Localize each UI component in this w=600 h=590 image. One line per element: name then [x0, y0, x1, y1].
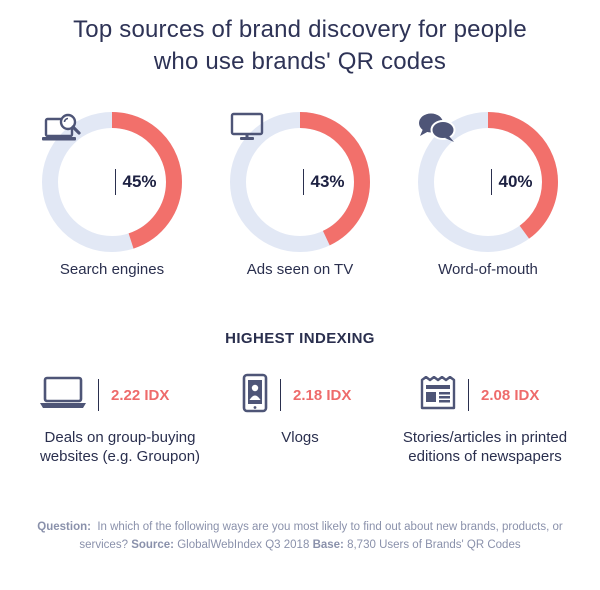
divider: [303, 169, 305, 195]
source-label: Source:: [131, 539, 175, 551]
base-label: Base:: [312, 539, 344, 551]
index-value-vlogs: 2.18 IDX: [293, 386, 352, 404]
donut-arc-word-of-mouth: [418, 112, 558, 252]
donut-arc-search-engines: [42, 112, 182, 252]
base-text: 8,730 Users of Brands' QR Codes: [347, 539, 521, 551]
divider: [98, 379, 99, 411]
highest-indexing-heading: HIGHEST INDEXING: [225, 330, 375, 347]
donut-svg: [418, 112, 558, 252]
donut-svg: [230, 112, 370, 252]
index-label-line-1: Stories/articles in printed: [402, 429, 568, 446]
category-label-ads-seen-on-tv: Ads seen on TV: [246, 261, 354, 278]
speech-bubbles-icon: [419, 113, 483, 202]
index-value-group-buying: 2.22 IDX: [111, 386, 170, 404]
divider: [280, 379, 281, 411]
footnote: Question: In which of the following ways…: [20, 518, 580, 554]
donut-word-of-mouth: 40%: [418, 112, 558, 252]
value-label-ads-seen-on-tv: 43%: [310, 172, 345, 191]
donut-ads-seen-on-tv: 43%: [230, 112, 370, 252]
laptop-icon: [40, 376, 86, 415]
tv-icon: [230, 112, 295, 202]
title-line-2: who use brands' QR codes: [153, 48, 447, 75]
donut-arc-ads-seen-on-tv: [230, 112, 370, 252]
chart-title: Top sources of brand discovery for peopl…: [0, 14, 600, 78]
donut-search-engines: 45%: [42, 112, 182, 252]
divider: [468, 379, 469, 411]
index-item-newspapers: 2.08 IDX: [420, 374, 539, 416]
index-label-line-2: websites (e.g. Groupon): [39, 448, 201, 465]
laptop-search-icon: [42, 113, 107, 202]
value-label-word-of-mouth: 40%: [498, 172, 533, 191]
index-item-vlogs: 2.18 IDX: [242, 373, 352, 418]
index-label-line-1: Deals on group-buying: [44, 429, 196, 446]
index-value-newspapers: 2.08 IDX: [481, 386, 540, 404]
index-label-vlogs: Vlogs: [210, 428, 390, 447]
question-text: In which of the following ways are you m…: [79, 521, 563, 551]
index-label-line-1: Vlogs: [281, 429, 319, 446]
question-label: Question:: [37, 521, 91, 533]
index-item-group-buying: 2.22 IDX: [40, 374, 169, 416]
source-text: GlobalWebIndex Q3 2018: [177, 539, 310, 551]
title-line-1: Top sources of brand discovery for peopl…: [73, 16, 527, 43]
newspaper-icon: [420, 375, 456, 415]
category-label-word-of-mouth: Word-of-mouth: [438, 261, 538, 278]
category-label-search-engines: Search engines: [59, 261, 165, 278]
donut-svg: [42, 112, 182, 252]
index-label-group-buying: Deals on group-buying websites (e.g. Gro…: [20, 428, 220, 466]
value-label-search-engines: 45%: [122, 172, 157, 191]
smartphone-user-icon: [242, 373, 268, 418]
divider: [115, 169, 117, 195]
index-label-line-2: editions of newspapers: [408, 448, 562, 465]
index-label-newspapers: Stories/articles in printed editions of …: [380, 428, 590, 466]
divider: [491, 169, 493, 195]
